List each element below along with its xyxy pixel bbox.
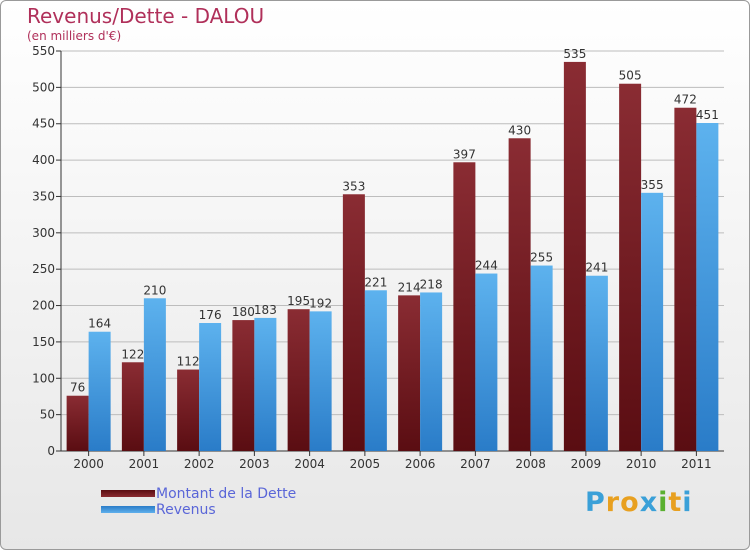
data-label-revenus: 183 [254, 303, 277, 317]
chart-subtitle: (en milliers d'€) [27, 29, 122, 43]
data-label-dette: 397 [453, 147, 476, 161]
y-tick-label: 150 [32, 335, 55, 349]
legend-swatch-revenus [101, 506, 155, 513]
y-tick-label: 550 [32, 44, 55, 58]
y-tick-label: 500 [32, 80, 55, 94]
y-tick-label: 100 [32, 371, 55, 385]
bar-dette [563, 61, 586, 452]
data-label-revenus: 241 [585, 261, 608, 275]
x-tick-label: 2001 [129, 457, 160, 471]
bar-revenus [530, 265, 553, 451]
data-label-dette: 214 [398, 280, 421, 294]
data-label-dette: 353 [342, 179, 365, 193]
data-label-revenus: 221 [364, 275, 387, 289]
x-tick-label: 2007 [460, 457, 491, 471]
bar-revenus [364, 290, 387, 451]
y-tick-label: 200 [32, 299, 55, 313]
y-tick-label: 250 [32, 262, 55, 276]
y-tick-label: 0 [47, 444, 55, 458]
bar-revenus [475, 273, 498, 451]
data-label-dette: 535 [563, 47, 586, 61]
x-tick-label: 2010 [626, 457, 657, 471]
chart-title: Revenus/Dette - DALOU [27, 4, 265, 28]
data-label-revenus: 355 [641, 178, 664, 192]
data-label-revenus: 164 [88, 317, 111, 331]
bar-revenus [143, 298, 166, 451]
x-tick-label: 2004 [294, 457, 325, 471]
bar-dette [674, 107, 697, 452]
x-tick-label: 2000 [73, 457, 104, 471]
bar-dette [619, 83, 642, 452]
legend-swatch-dette [101, 490, 155, 497]
bar-dette [232, 320, 255, 451]
data-label-dette: 112 [177, 355, 200, 369]
data-label-dette: 430 [508, 123, 531, 137]
bar-dette [66, 395, 89, 451]
data-label-dette: 122 [121, 347, 144, 361]
data-label-revenus: 210 [143, 283, 166, 297]
y-tick-label: 300 [32, 226, 55, 240]
bar-revenus [88, 331, 111, 451]
x-tick-label: 2009 [571, 457, 602, 471]
y-tick-label: 350 [32, 189, 55, 203]
bar-dette [508, 138, 531, 452]
y-tick-label: 450 [32, 117, 55, 131]
bar-revenus [309, 311, 332, 451]
bar-revenus [696, 123, 719, 451]
bar-revenus [254, 317, 277, 451]
data-label-dette: 472 [674, 93, 697, 107]
bar-revenus [420, 292, 443, 451]
data-label-revenus: 192 [309, 296, 332, 310]
data-label-revenus: 176 [199, 308, 222, 322]
bar-dette [398, 295, 421, 451]
legend-label-revenus: Revenus [156, 502, 216, 518]
data-label-revenus: 218 [420, 277, 443, 291]
data-label-revenus: 255 [530, 251, 553, 265]
x-tick-label: 2006 [405, 457, 436, 471]
bar-dette [287, 309, 310, 451]
y-tick-label: 400 [32, 153, 55, 167]
bar-dette [121, 362, 144, 451]
bar-dette [177, 369, 200, 451]
data-label-dette: 76 [70, 381, 85, 395]
bar-dette [342, 194, 365, 452]
data-label-revenus: 451 [696, 108, 719, 122]
legend-label-dette: Montant de la Dette [156, 486, 297, 502]
bar-revenus [585, 275, 608, 451]
x-tick-label: 2003 [239, 457, 270, 471]
data-label-dette: 195 [287, 294, 310, 308]
x-tick-label: 2002 [184, 457, 215, 471]
y-tick-label: 50 [40, 408, 55, 422]
x-tick-label: 2011 [681, 457, 712, 471]
bar-revenus [199, 323, 222, 451]
x-tick-label: 2005 [350, 457, 381, 471]
data-label-dette: 505 [619, 69, 642, 83]
data-label-dette: 180 [232, 305, 255, 319]
bar-revenus [641, 192, 664, 451]
proxiti-logo: Proxiti [585, 487, 693, 518]
bar-dette [453, 162, 476, 452]
data-label-revenus: 244 [475, 259, 498, 273]
x-tick-label: 2008 [515, 457, 546, 471]
